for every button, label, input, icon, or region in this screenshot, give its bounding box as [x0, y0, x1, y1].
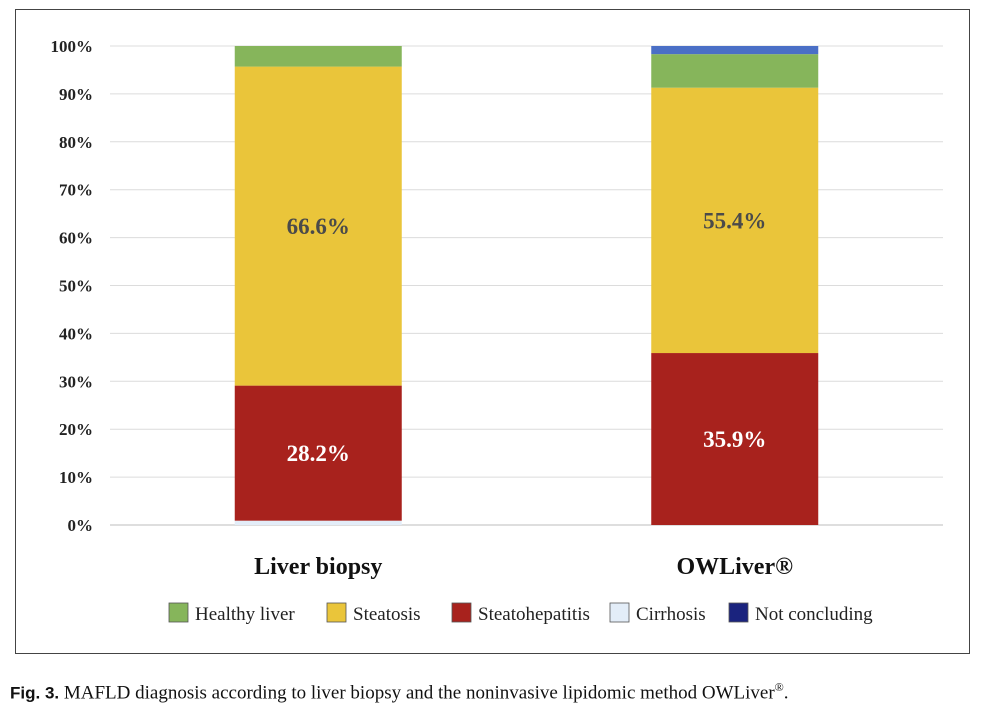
y-tick-label: 80% [59, 133, 93, 152]
stacked-bar-chart: 0% 10% 20% 30% 40% 50% 60% 70% 80% 90% 100% 28.2% 66… [51, 37, 943, 625]
legend-label: Steatohepatitis [478, 604, 590, 625]
legend-label: Steatosis [353, 604, 421, 625]
legend-label: Healthy liver [195, 604, 295, 625]
y-tick-label: 10% [59, 468, 93, 487]
bar-segment [234, 46, 402, 67]
y-tick-label: 100% [51, 37, 94, 56]
data-label: 55.4% [703, 208, 766, 233]
bar-segment [234, 520, 402, 525]
legend-label: Cirrhosis [636, 604, 706, 625]
legend-swatch [728, 602, 749, 623]
bar-segment [234, 66, 402, 386]
bar-segment [651, 87, 819, 354]
y-tick-label: 0% [68, 516, 94, 535]
x-category-label: OWLiver® [676, 554, 793, 580]
y-tick-label: 70% [59, 181, 93, 200]
data-label: 35.9% [703, 427, 766, 452]
y-tick-label: 40% [59, 324, 93, 343]
bar-segment [651, 54, 819, 88]
legend-label: Not concluding [755, 604, 873, 625]
y-tick-label: 30% [59, 372, 93, 391]
bar-segment [651, 46, 819, 55]
y-tick-label: 50% [59, 277, 93, 296]
caption-end: . [783, 682, 789, 704]
figure-caption: Fig. 3. MAFLD diagnosis according to liv… [10, 680, 970, 704]
legend-swatch [168, 602, 189, 623]
y-tick-label: 90% [59, 85, 93, 104]
legend-swatch [451, 602, 472, 623]
data-label: 28.2% [287, 441, 350, 466]
data-label: 66.6% [287, 214, 350, 239]
legend-swatch [326, 602, 347, 623]
x-category-label: Liver biopsy [254, 554, 382, 580]
y-tick-label: 60% [59, 229, 93, 248]
caption-label: Fig. 3. [10, 683, 60, 703]
bar-segment [234, 385, 402, 521]
legend-swatch [609, 602, 630, 623]
caption-text: MAFLD diagnosis according to liver biops… [63, 682, 775, 704]
y-tick-label: 20% [59, 420, 93, 439]
bar-segment [651, 353, 819, 525]
caption-superscript: ® [774, 680, 784, 694]
